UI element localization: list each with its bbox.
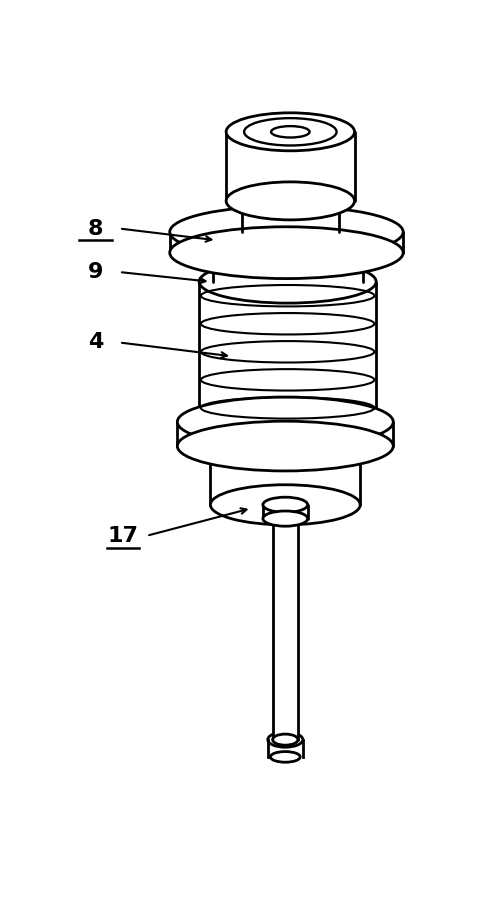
Ellipse shape bbox=[267, 732, 302, 747]
Ellipse shape bbox=[272, 734, 297, 745]
Ellipse shape bbox=[225, 182, 354, 220]
Text: 17: 17 bbox=[107, 526, 138, 546]
Ellipse shape bbox=[199, 260, 375, 303]
Ellipse shape bbox=[263, 511, 307, 527]
Text: 8: 8 bbox=[88, 219, 103, 239]
Ellipse shape bbox=[169, 206, 402, 257]
Bar bbox=[263, 505, 307, 518]
Ellipse shape bbox=[272, 513, 297, 524]
Ellipse shape bbox=[210, 426, 359, 466]
Ellipse shape bbox=[169, 227, 402, 279]
Ellipse shape bbox=[263, 497, 307, 512]
Bar bbox=[241, 201, 338, 232]
Bar bbox=[177, 422, 392, 446]
Ellipse shape bbox=[271, 126, 309, 137]
Text: 9: 9 bbox=[88, 262, 103, 282]
Bar bbox=[212, 253, 362, 282]
Ellipse shape bbox=[210, 484, 359, 525]
Ellipse shape bbox=[241, 186, 338, 216]
Ellipse shape bbox=[177, 422, 392, 471]
Ellipse shape bbox=[243, 118, 336, 145]
Bar bbox=[210, 446, 359, 505]
Bar bbox=[225, 132, 354, 201]
Ellipse shape bbox=[225, 113, 354, 151]
Ellipse shape bbox=[212, 232, 362, 274]
Ellipse shape bbox=[270, 752, 300, 762]
Bar bbox=[272, 518, 297, 740]
Ellipse shape bbox=[177, 397, 392, 447]
Text: 4: 4 bbox=[88, 333, 103, 353]
Bar bbox=[199, 282, 375, 422]
Bar bbox=[169, 232, 402, 253]
